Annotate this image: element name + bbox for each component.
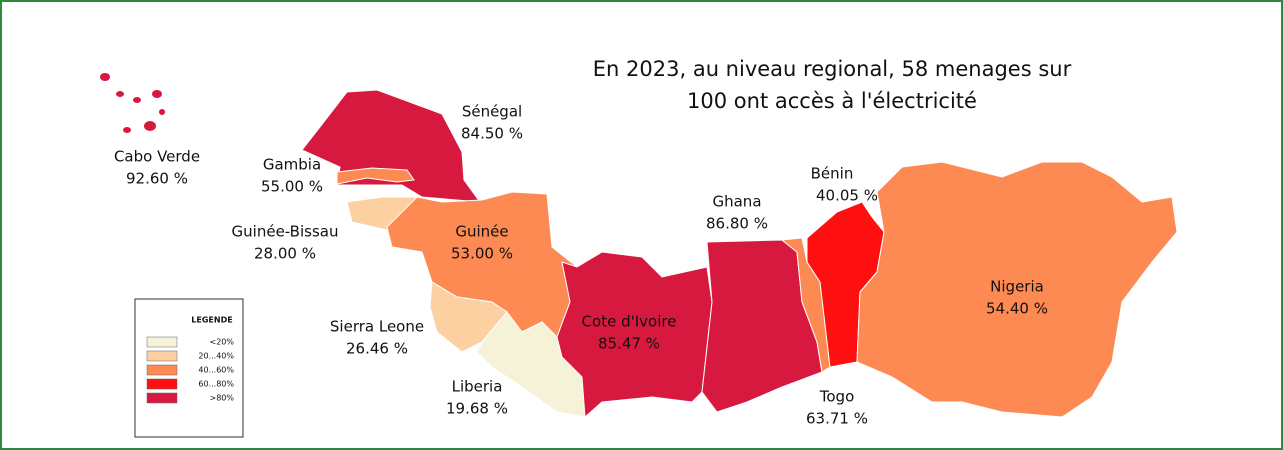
- country-value: 26.46 %: [346, 340, 408, 358]
- country-name: Guinée-Bissau: [232, 223, 339, 241]
- country-shape: [301, 89, 482, 203]
- legend-swatch: [146, 336, 178, 348]
- country-name: Sénégal: [462, 103, 522, 121]
- country-value: 28.00 %: [254, 245, 316, 263]
- country-value: 85.47 %: [598, 335, 660, 353]
- island: [144, 121, 156, 131]
- country-shape: [336, 167, 415, 185]
- country-value: 19.68 %: [446, 400, 508, 418]
- country-shape: [856, 161, 1178, 418]
- country-value: 55.00 %: [261, 178, 323, 196]
- legend-swatch: [146, 378, 178, 390]
- country-value: 86.80 %: [706, 215, 768, 233]
- country-name: Gambia: [263, 156, 321, 174]
- country-name: Cote d'Ivoire: [582, 313, 677, 331]
- legend-swatch: [146, 392, 178, 404]
- country-value: 53.00 %: [451, 245, 513, 263]
- country-value: 84.50 %: [461, 125, 523, 143]
- legend-label: 60...80%: [198, 380, 234, 389]
- island: [100, 73, 110, 81]
- country-name: Guinée: [455, 223, 508, 241]
- legend-label: <20%: [210, 338, 235, 347]
- country-name: Ghana: [712, 193, 761, 211]
- country-name: Sierra Leone: [330, 318, 424, 336]
- island: [152, 90, 162, 98]
- island: [159, 109, 165, 115]
- title-line: 100 ont accès à l'électricité: [687, 89, 977, 113]
- legend-title: LEGENDE: [191, 316, 232, 325]
- country-value: 40.05 %: [816, 187, 878, 205]
- country-value: 92.60 %: [126, 170, 188, 188]
- country-name: Nigeria: [990, 278, 1044, 296]
- island: [116, 91, 124, 97]
- legend-swatch: [146, 350, 178, 362]
- country-name: Liberia: [452, 378, 503, 396]
- country-name: Bénin: [811, 165, 854, 183]
- country-value: 63.71 %: [806, 410, 868, 428]
- legend-swatch: [146, 364, 178, 376]
- island: [123, 127, 131, 133]
- title-line: En 2023, au niveau regional, 58 menages …: [593, 57, 1072, 81]
- country-shape: [780, 237, 831, 373]
- legend-label: 20...40%: [198, 352, 234, 361]
- country-shape: [556, 251, 713, 419]
- island: [133, 97, 141, 103]
- legend-label: 40...60%: [198, 366, 234, 375]
- country-name: Cabo Verde: [114, 148, 200, 166]
- country-name: Togo: [819, 388, 855, 406]
- legend-label: >80%: [210, 394, 235, 403]
- country-value: 54.40 %: [986, 300, 1048, 318]
